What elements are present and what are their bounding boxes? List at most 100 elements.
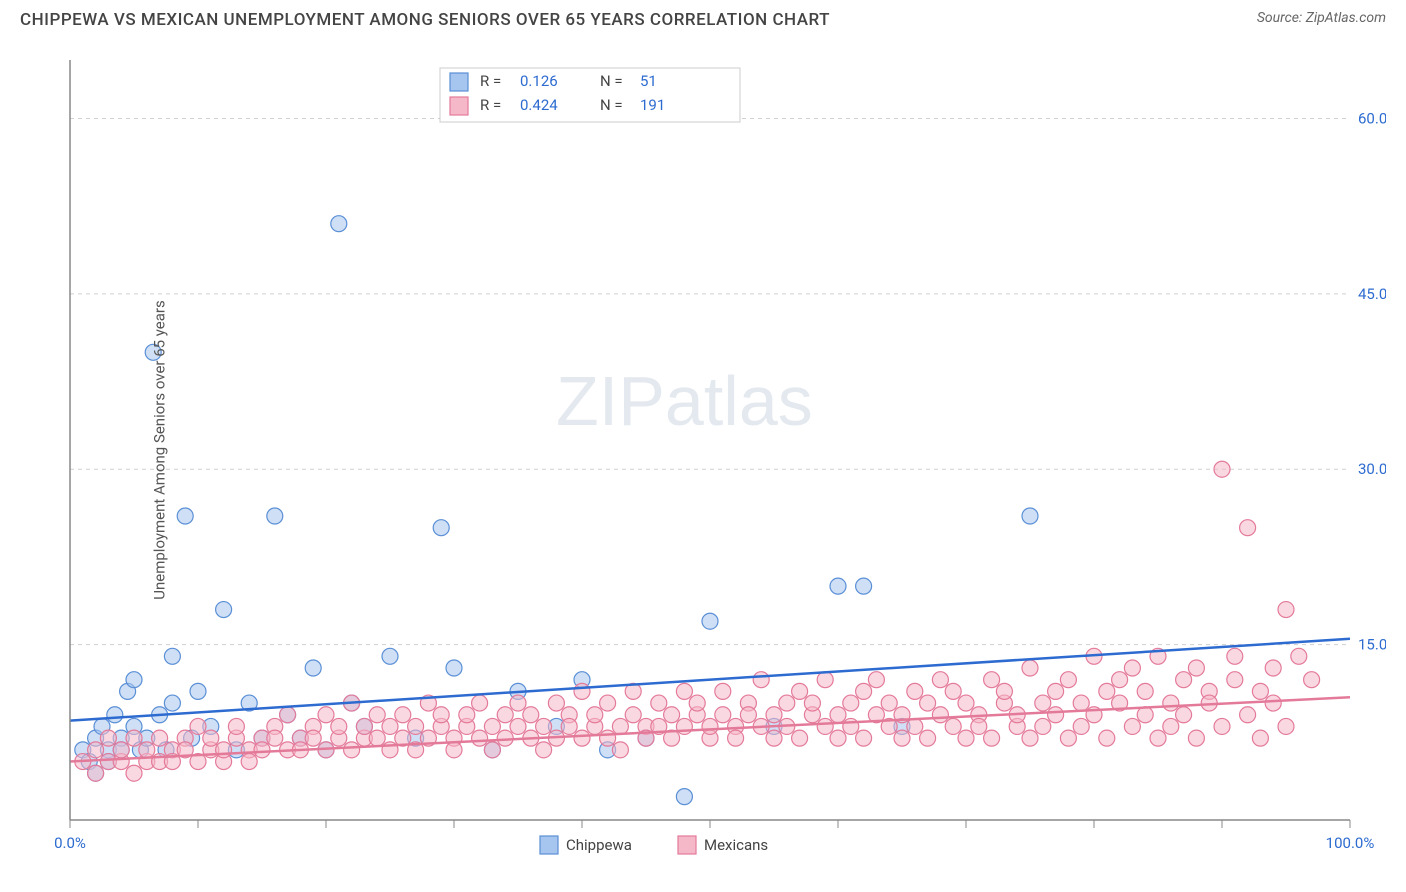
data-point	[510, 695, 526, 711]
data-point	[497, 707, 513, 723]
data-point	[1073, 695, 1089, 711]
data-point	[267, 730, 283, 746]
data-point	[241, 754, 257, 770]
data-point	[369, 730, 385, 746]
data-point	[958, 695, 974, 711]
series-legend-swatch	[678, 836, 696, 854]
data-point	[1240, 707, 1256, 723]
data-point	[139, 742, 155, 758]
chart-title: CHIPPEWA VS MEXICAN UNEMPLOYMENT AMONG S…	[20, 10, 830, 30]
data-point	[459, 707, 475, 723]
data-point	[600, 730, 616, 746]
data-point	[715, 707, 731, 723]
data-point	[625, 707, 641, 723]
data-point	[868, 672, 884, 688]
data-point	[1073, 718, 1089, 734]
data-point	[1022, 730, 1038, 746]
data-point	[1176, 672, 1192, 688]
correlation-scatter-chart: 15.0%30.0%45.0%60.0%ZIPatlas0.0%100.0%R …	[20, 40, 1386, 860]
data-point	[843, 695, 859, 711]
data-point	[228, 718, 244, 734]
legend-n-value: 191	[640, 96, 665, 114]
data-point	[1176, 707, 1192, 723]
data-point	[305, 660, 321, 676]
data-point	[331, 216, 347, 232]
data-point	[817, 718, 833, 734]
data-point	[1291, 648, 1307, 664]
data-point	[920, 695, 936, 711]
data-point	[548, 695, 564, 711]
data-point	[305, 730, 321, 746]
data-point	[958, 730, 974, 746]
data-point	[1112, 672, 1128, 688]
data-point	[203, 730, 219, 746]
data-point	[164, 695, 180, 711]
data-point	[152, 730, 168, 746]
data-point	[1124, 660, 1140, 676]
data-point	[932, 707, 948, 723]
data-point	[1214, 718, 1230, 734]
data-point	[369, 707, 385, 723]
data-point	[1265, 695, 1281, 711]
data-point	[1278, 718, 1294, 734]
data-point	[1035, 695, 1051, 711]
data-point	[472, 730, 488, 746]
data-point	[1137, 683, 1153, 699]
data-point	[702, 718, 718, 734]
data-point	[254, 742, 270, 758]
data-point	[792, 683, 808, 699]
data-point	[907, 718, 923, 734]
data-point	[1252, 730, 1268, 746]
series-legend-swatch	[540, 836, 558, 854]
data-point	[190, 718, 206, 734]
data-point	[433, 520, 449, 536]
data-point	[996, 683, 1012, 699]
data-point	[779, 695, 795, 711]
data-point	[408, 718, 424, 734]
data-point	[830, 707, 846, 723]
data-point	[1035, 718, 1051, 734]
data-point	[881, 695, 897, 711]
data-point	[894, 730, 910, 746]
x-tick-label: 0.0%	[54, 834, 86, 852]
data-point	[113, 742, 129, 758]
data-point	[561, 718, 577, 734]
data-point	[1227, 672, 1243, 688]
y-axis-label: Unemployment Among Seniors over 65 years	[151, 300, 169, 599]
data-point	[1240, 520, 1256, 536]
data-point	[1304, 672, 1320, 688]
data-point	[267, 508, 283, 524]
data-point	[1188, 730, 1204, 746]
data-point	[280, 707, 296, 723]
watermark: ZIPatlas	[556, 362, 813, 440]
data-point	[587, 707, 603, 723]
data-point	[510, 718, 526, 734]
legend-swatch	[450, 73, 468, 91]
legend-n-label: N =	[600, 72, 623, 90]
data-point	[1278, 602, 1294, 618]
data-point	[612, 742, 628, 758]
data-point	[344, 742, 360, 758]
data-point	[676, 789, 692, 805]
data-point	[446, 660, 462, 676]
regression-line	[70, 697, 1350, 761]
data-point	[216, 742, 232, 758]
data-point	[484, 742, 500, 758]
legend-r-label: R =	[480, 96, 501, 114]
data-point	[1124, 718, 1140, 734]
data-point	[472, 695, 488, 711]
legend-r-value: 0.126	[520, 72, 558, 90]
data-point	[1099, 683, 1115, 699]
data-point	[382, 648, 398, 664]
data-point	[702, 613, 718, 629]
data-point	[766, 707, 782, 723]
data-point	[1163, 695, 1179, 711]
data-point	[395, 707, 411, 723]
series-legend-label: Chippewa	[566, 836, 632, 854]
data-point	[907, 683, 923, 699]
data-point	[689, 695, 705, 711]
regression-line	[70, 639, 1350, 721]
data-point	[107, 707, 123, 723]
data-point	[920, 730, 936, 746]
data-point	[817, 672, 833, 688]
